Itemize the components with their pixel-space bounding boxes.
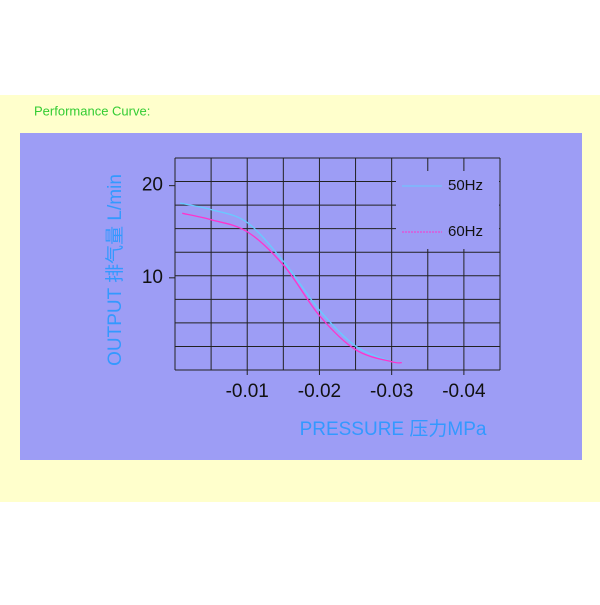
x-tick-label: -0.01 bbox=[226, 381, 269, 402]
heading: Performance Curve: bbox=[34, 103, 150, 118]
legend-label: 50Hz bbox=[448, 177, 483, 194]
x-axis-title: PRESSURE 压力MPa bbox=[300, 418, 487, 440]
y-tick-label: 10 bbox=[142, 267, 163, 288]
x-tick-label: -0.04 bbox=[442, 381, 486, 402]
x-tick-label: -0.02 bbox=[298, 381, 341, 402]
y-axis-title: OUTPUT 排气量 L/min bbox=[104, 174, 126, 366]
series-line bbox=[182, 212, 402, 364]
x-tick-label: -0.03 bbox=[370, 381, 413, 402]
y-tick-label: 20 bbox=[142, 175, 163, 196]
legend-label: 60Hz bbox=[448, 223, 483, 240]
legend-background bbox=[396, 171, 499, 249]
